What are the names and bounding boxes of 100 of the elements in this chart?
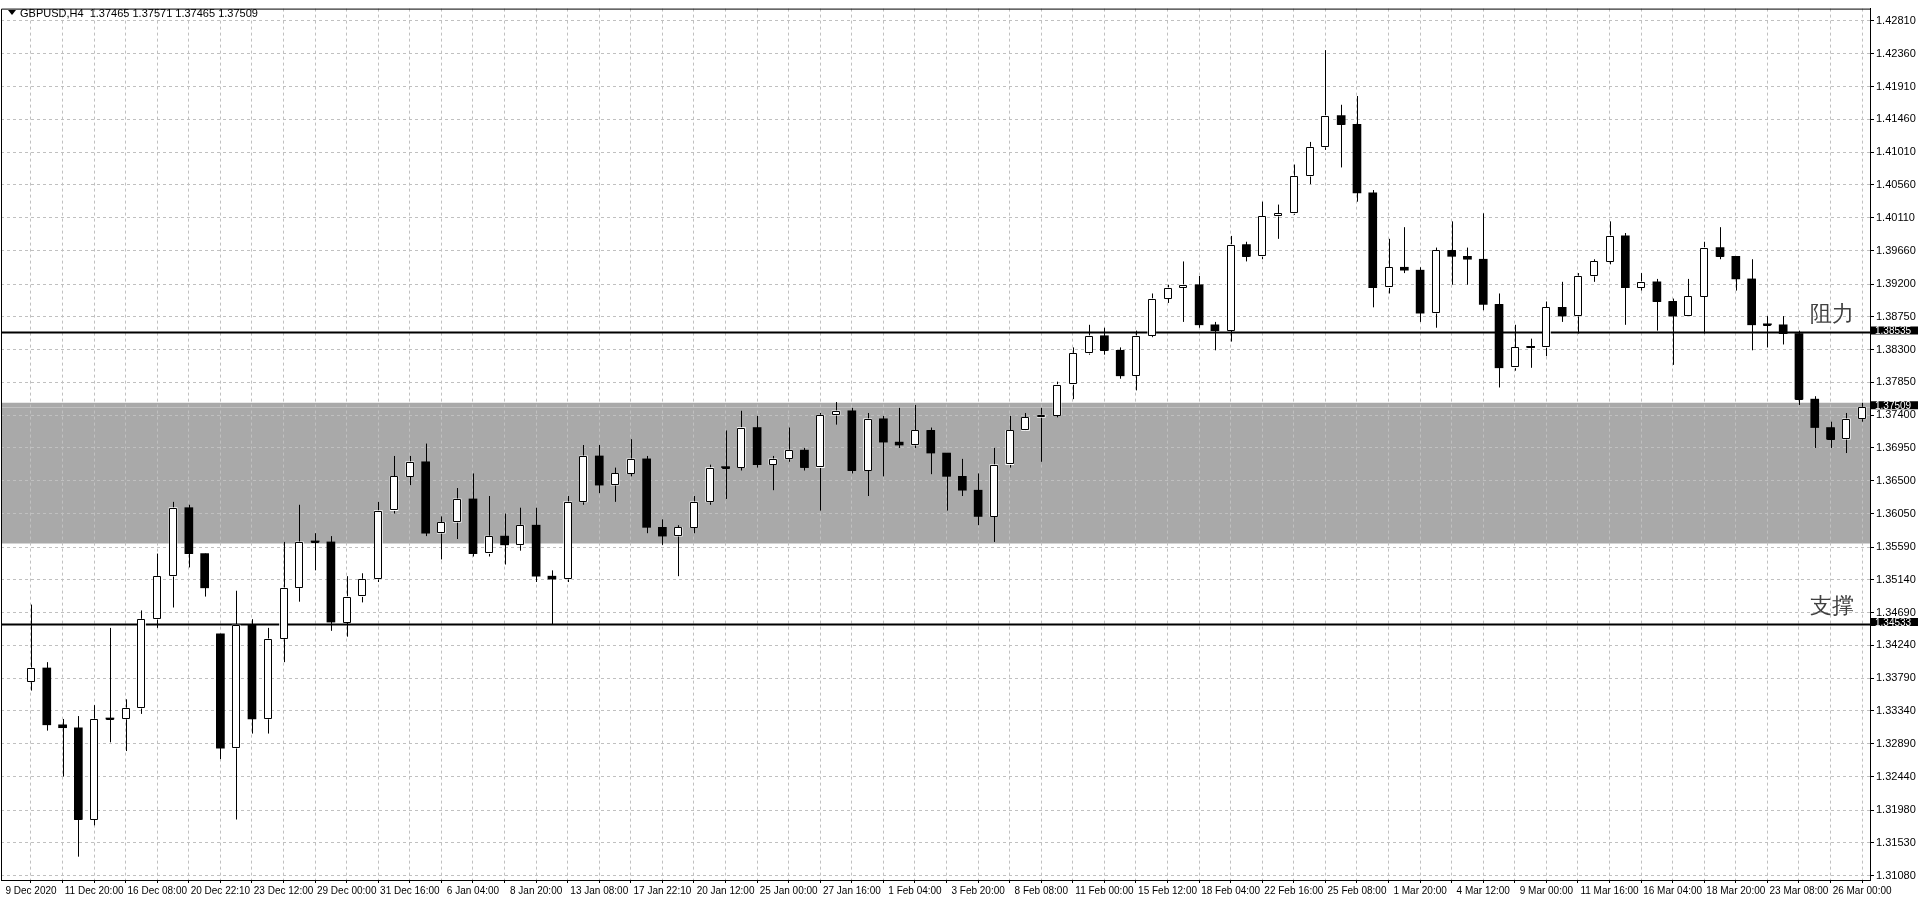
candlestick [58,718,67,778]
candlestick [1463,247,1472,286]
y-tick-label: 1.41460 [1876,112,1916,125]
x-tick-label: 26 Mar 00:00 [1832,884,1892,896]
y-tick-label: 1.40560 [1876,177,1916,190]
candlestick [437,515,446,560]
candlestick [1336,104,1346,168]
y-tick-label: 1.36050 [1876,506,1916,519]
candlestick [1179,260,1188,323]
candlestick [1731,255,1741,292]
candlestick [626,438,636,477]
candlestick [1841,412,1851,454]
candlestick [1273,204,1283,240]
x-tick-label: 8 Jan 20:00 [509,884,563,896]
candlestick [610,467,620,503]
candlestick [800,447,809,472]
y-tick-label: 1.39200 [1876,277,1916,290]
candlestick [1400,226,1409,274]
candlestick [484,495,494,557]
y-tick-label: 1.40110 [1876,210,1915,223]
y-tick-label: 1.34240 [1876,638,1916,651]
candlestick [673,524,683,577]
x-tick-label: 23 Mar 08:00 [1769,884,1829,896]
chart-title: GBPUSD,H4 1.37465 1.37571 1.37465 1.37509 [20,7,258,20]
y-tick-label: 1.31980 [1876,803,1916,816]
x-tick-label: 27 Jan 16:00 [822,884,882,896]
candlestick [1589,258,1599,283]
text: 1.37509 [1875,399,1912,411]
x-tick-label: 23 Dec 12:00 [253,884,314,896]
x-tick-label: 4 Mar 12:00 [1456,884,1511,896]
candlestick [831,401,841,426]
y-tick-label: 1.38750 [1876,309,1916,322]
candlestick [516,507,525,552]
candlestick [784,427,794,463]
x-tick-label: 16 Mar 04:00 [1643,884,1703,896]
x-tick-label: 20 Jan 12:00 [696,884,755,896]
x-tick-label: 25 Feb 08:00 [1327,884,1387,896]
x-tick-label: 11 Dec 20:00 [64,884,124,896]
candlestick [1384,238,1393,294]
y-tick-label: 1.35590 [1876,540,1916,553]
candlestick [1684,278,1693,317]
x-tick-label: 22 Feb 16:00 [1264,884,1324,896]
x-tick-label: 11 Feb 00:00 [1075,884,1134,896]
text: 1.38535 [1875,325,1912,337]
x-tick-label: 29 Dec 00:00 [316,884,377,896]
x-tick-label: 13 Jan 08:00 [570,884,629,896]
candlestick [1557,281,1567,323]
ref-line-label: 支撑 [1810,592,1854,618]
text: 1.34533 [1875,616,1912,628]
y-tick-label: 1.39660 [1876,243,1916,256]
candlestick [405,455,415,486]
candlestick [1163,284,1172,304]
x-tick-label: 25 Jan 00:00 [759,884,819,896]
candlestick [1715,226,1725,260]
candlestick [658,518,667,546]
y-tick-label: 1.42810 [1876,14,1916,27]
x-tick-label: 6 Jan 04:00 [446,884,500,896]
y-tick-label: 1.33790 [1876,671,1916,684]
candlestick [358,572,367,603]
y-tick-label: 1.37400 [1876,408,1916,421]
candlestick [1826,421,1835,449]
candlestick [894,407,904,449]
x-tick-label: 9 Mar 00:00 [1519,884,1574,896]
x-tick-label: 20 Dec 22:10 [190,884,251,896]
y-tick-label: 1.36500 [1876,473,1916,486]
candlestick [879,415,888,477]
x-tick-label: 8 Feb 08:00 [1014,884,1069,896]
x-tick-label: 31 Dec 16:00 [380,884,441,896]
candlestick [1447,220,1457,286]
x-tick-label: 18 Feb 04:00 [1201,884,1261,896]
candlestick [1526,338,1535,369]
candlestick [1242,241,1251,262]
y-tick-label: 1.41010 [1876,145,1916,158]
y-tick-label: 1.31080 [1876,868,1916,881]
y-tick-label: 1.34690 [1876,605,1916,618]
x-tick-label: 1 Mar 20:00 [1393,884,1448,896]
candlestick [121,698,131,752]
candlestick [1857,402,1867,423]
x-tick-label: 1 Feb 04:00 [888,884,943,896]
y-tick-label: 1.37850 [1876,375,1916,388]
x-tick-label: 17 Jan 22:10 [633,884,692,896]
x-tick-label: 9 Dec 2020 [5,884,57,896]
x-tick-label: 3 Feb 20:00 [951,884,1006,896]
candlestick [958,458,967,497]
y-tick-label: 1.33340 [1876,704,1916,716]
y-tick-label: 1.36950 [1876,440,1916,453]
candlestick [310,532,320,571]
y-tick-label: 1.38300 [1876,342,1916,355]
candlestick [500,513,509,566]
y-tick-label: 1.31530 [1876,835,1916,848]
y-tick-label: 1.42360 [1876,46,1916,59]
candlestick [768,455,778,491]
x-tick-label: 15 Feb 12:00 [1138,884,1198,896]
x-tick-label: 16 Dec 08:00 [127,884,188,896]
candlestick [910,404,920,449]
y-tick-label: 1.32440 [1876,769,1916,782]
ref-line-label: 阻力 [1810,301,1854,327]
x-tick-label: 11 Mar 16:00 [1580,884,1640,896]
y-tick-label: 1.41910 [1876,79,1916,92]
y-tick-label: 1.35140 [1876,572,1916,585]
